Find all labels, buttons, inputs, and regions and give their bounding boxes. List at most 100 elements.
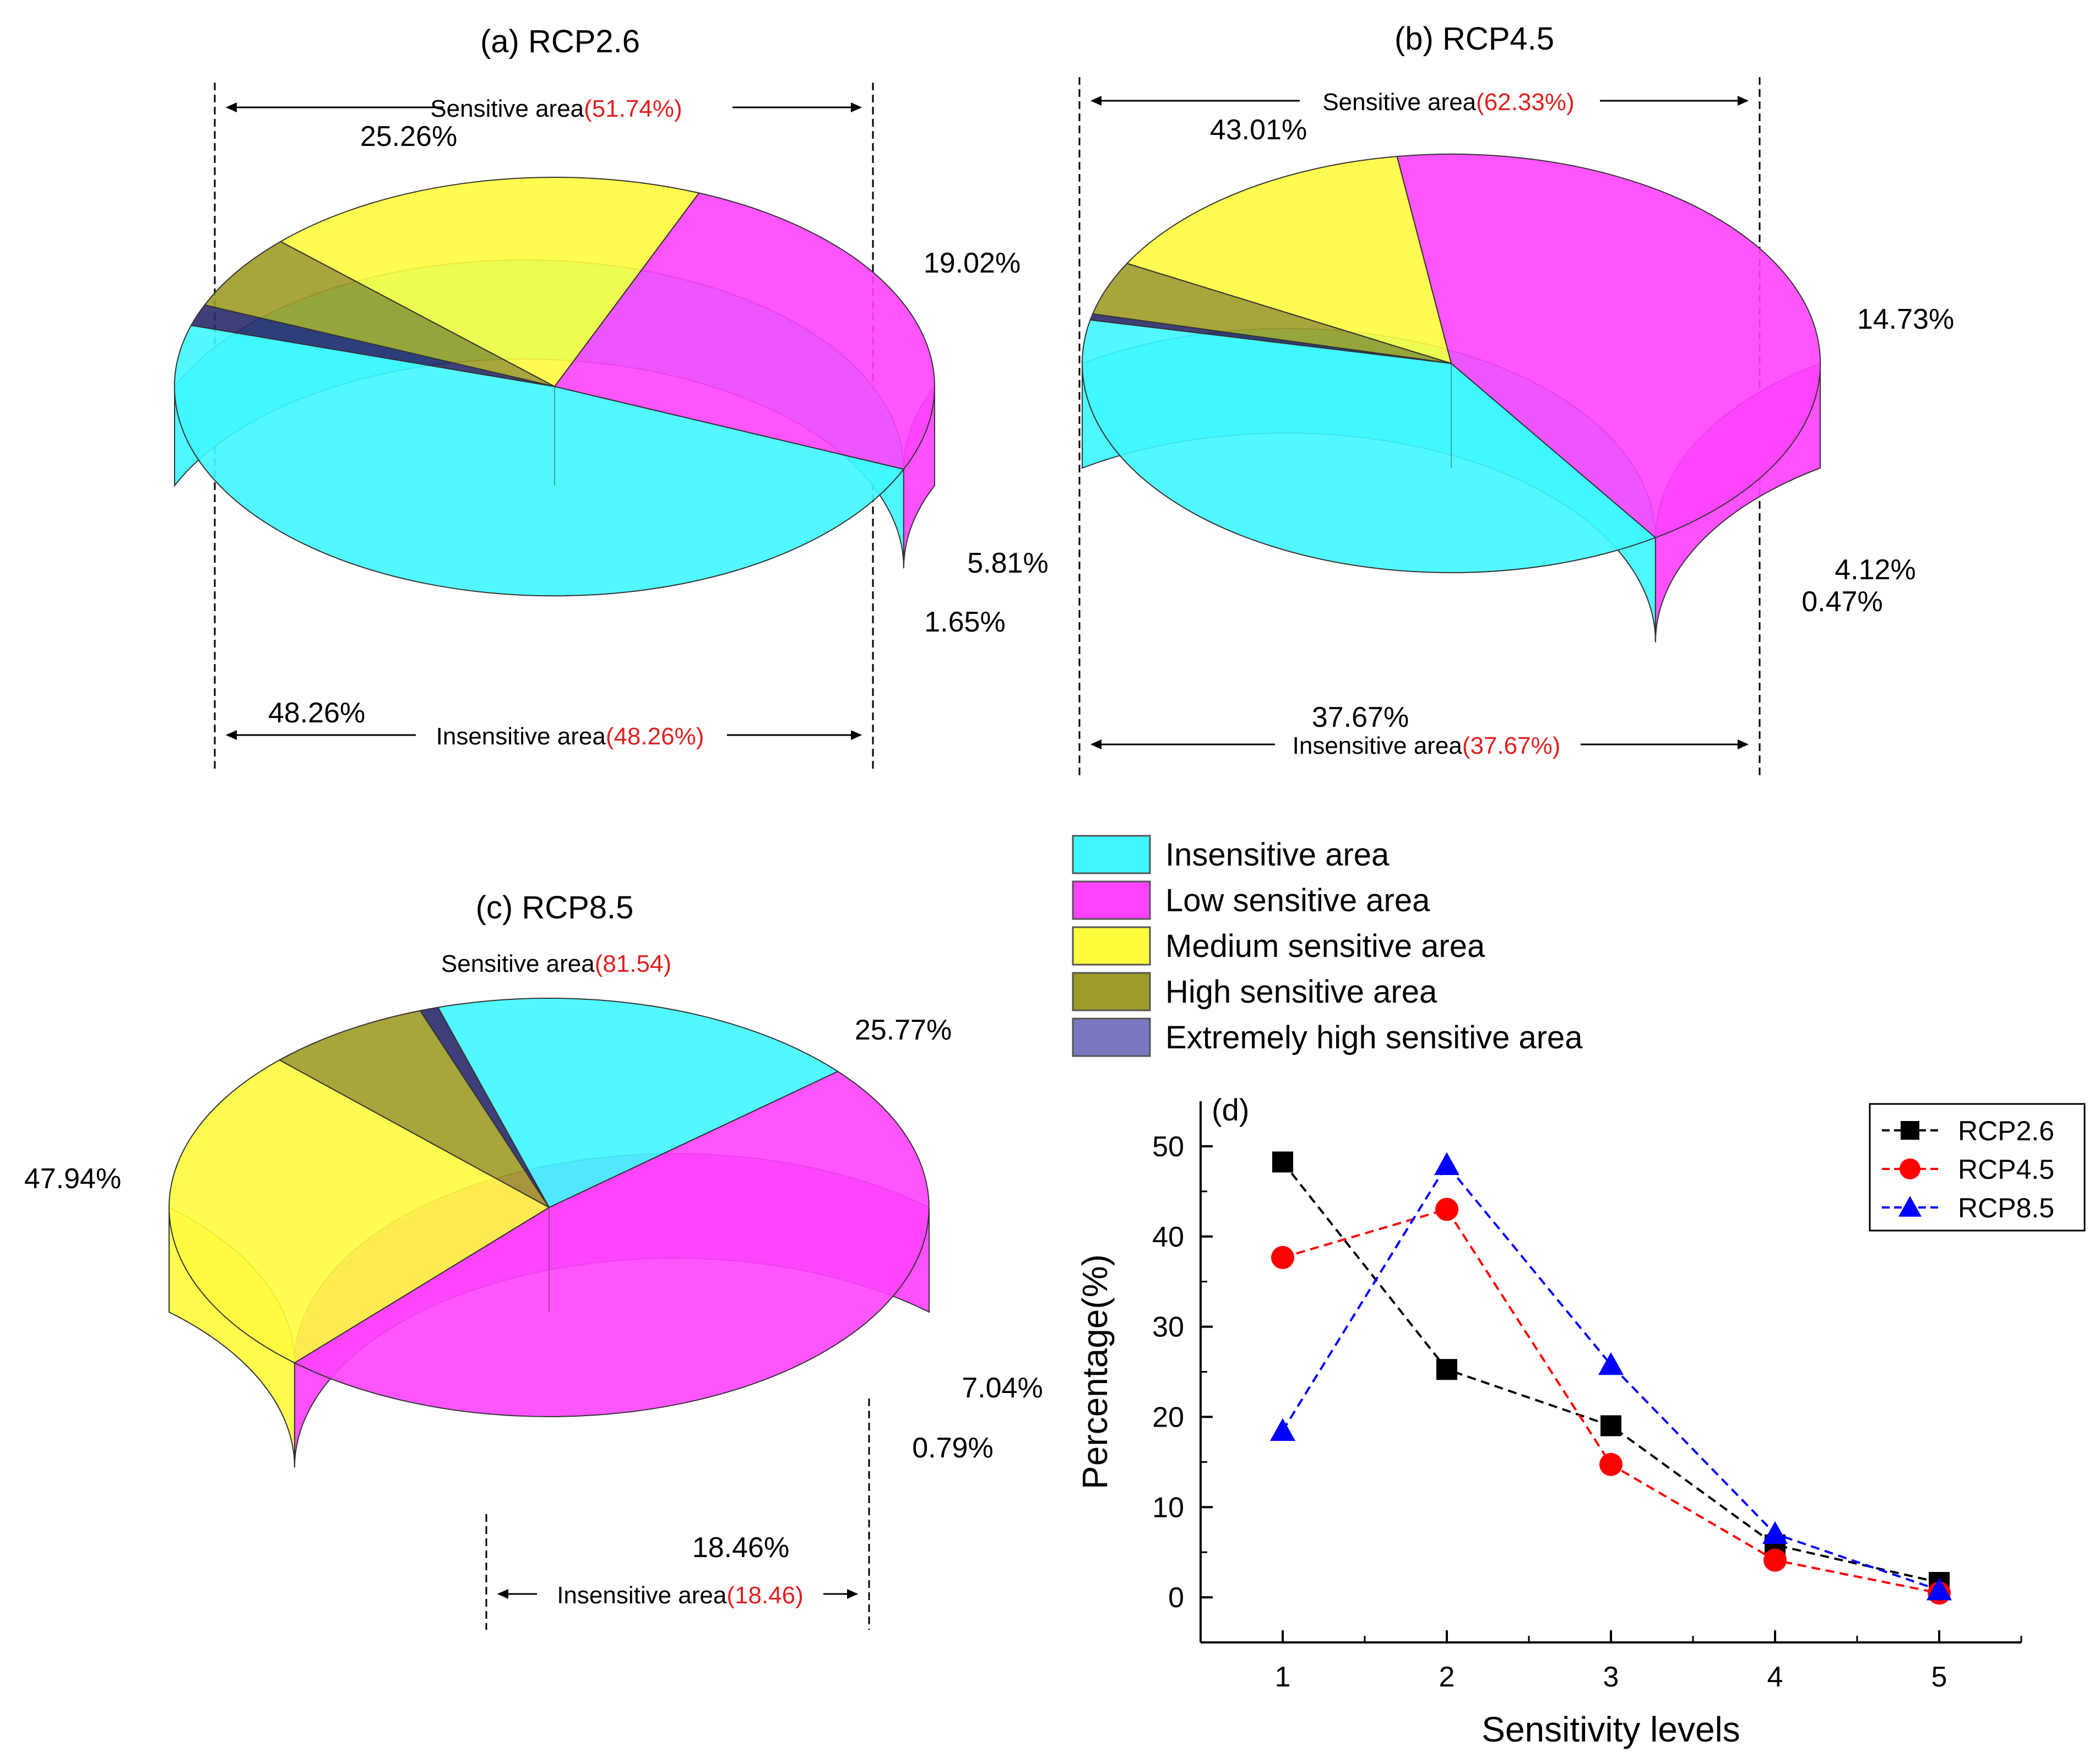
legend-swatch-medium <box>1072 926 1151 966</box>
point-rcp45-4 <box>1763 1548 1787 1572</box>
pie-b-title: (b) RCP4.5 <box>1394 21 1554 57</box>
pie-b-label-insensitive: 37.67% <box>1312 701 1409 733</box>
y-tick-label-30: 30 <box>1152 1312 1184 1343</box>
pie-a-body <box>173 177 935 597</box>
pie-a-insensitive-annotation: Insensitive area(48.26%) <box>436 723 704 750</box>
x-tick-label-5: 5 <box>1931 1661 1947 1693</box>
pie-a-slice-low <box>554 192 935 470</box>
legend-swatch-high <box>1072 972 1151 1011</box>
x-axis-title: Sensitivity levels <box>1482 1710 1740 1749</box>
pie-b-slice-insensitive <box>1082 319 1657 574</box>
point-rcp45-3 <box>1599 1452 1623 1476</box>
pie-b-label-low: 43.01% <box>1210 114 1307 146</box>
pie-a-sensitive-value: (51.74%) <box>584 95 682 122</box>
pie-c-label-high: 7.04% <box>962 1372 1043 1404</box>
point-rcp85-4 <box>1762 1521 1788 1544</box>
pie-c-title: (c) RCP8.5 <box>476 890 634 926</box>
pie-a-insensitive-text: Insensitive area <box>436 723 606 750</box>
y-tick-label-20: 20 <box>1152 1401 1184 1433</box>
pie-c-slice-medium <box>169 1059 550 1364</box>
x-tick-label-2: 2 <box>1439 1661 1455 1693</box>
legend-swatch-low <box>1072 880 1151 920</box>
pie-c-label-extreme: 0.79% <box>912 1432 993 1464</box>
pie-a-insensitive-value: (48.26%) <box>606 723 704 750</box>
pie-c-slice-high <box>278 1010 550 1208</box>
pie-c-slice-insensitive <box>437 998 839 1209</box>
y-axis-title: Percentage(%) <box>1075 1254 1115 1489</box>
legend: Insensitive area Low sensitive area Medium… <box>1072 835 1583 1057</box>
pie-b-slice-low <box>1396 153 1821 538</box>
pie-chart-c: (c) RCP8.5 Sensitive area(81.54) Insensi… <box>24 890 1043 1630</box>
pie-b-label-medium: 14.73% <box>1857 303 1954 335</box>
pie-a-label-medium: 19.02% <box>924 247 1021 279</box>
point-rcp85-2 <box>1434 1152 1459 1176</box>
pie-c-body <box>169 998 930 1468</box>
line-legend-label-rcp26: RCP2.6 <box>1958 1116 2054 1146</box>
pie-a-slice-medium <box>279 177 700 388</box>
pie-b-insensitive-text: Insensitive area <box>1293 732 1463 759</box>
pie-c-insensitive-text: Insensitive area <box>557 1582 727 1609</box>
pie-a-label-high: 5.81% <box>967 547 1048 579</box>
pie-c-label-insensitive: 18.46% <box>692 1532 789 1564</box>
pie-c-insensitive-value: (18.46) <box>726 1582 803 1609</box>
pie-b-label-high: 4.12% <box>1835 554 1915 586</box>
pie-chart-b: (b) RCP4.5 Sensitive area(62.33%) Insens… <box>1078 21 1954 779</box>
pie-b-insensitive-annotation: Insensitive area(37.67%) <box>1293 732 1561 759</box>
point-rcp85-5 <box>1927 1577 1952 1601</box>
pie-b-sensitive-text: Sensitive area <box>1322 89 1476 116</box>
point-rcp45-2 <box>1435 1198 1458 1221</box>
legend-swatch-extreme <box>1072 1017 1151 1057</box>
pie-c-sensitive-annotation: Sensitive area(81.54) <box>441 950 671 977</box>
pie-a-label-low: 25.26% <box>360 121 457 153</box>
legend-label-low: Low sensitive area <box>1165 883 1430 918</box>
pie-b-insensitive-value: (37.67%) <box>1462 732 1561 759</box>
x-tick-label-4: 4 <box>1767 1661 1783 1693</box>
pie-a-slice-extreme <box>190 304 555 387</box>
pie-a-title: (a) RCP2.6 <box>480 24 640 59</box>
legend-label-high: High sensitive area <box>1165 974 1437 1010</box>
series-line-rcp45 <box>1282 1208 1940 1595</box>
pie-b-sensitive-annotation: Sensitive area(62.33%) <box>1322 89 1574 116</box>
pie-c-slice-extreme <box>419 1006 550 1208</box>
pie-a-slice-high <box>203 241 555 387</box>
y-tick-label-40: 40 <box>1152 1221 1184 1253</box>
line-legend-label-rcp45: RCP4.5 <box>1958 1154 2054 1185</box>
point-rcp26-3 <box>1600 1415 1621 1436</box>
pie-c-sensitive-text: Sensitive area <box>441 950 595 977</box>
x-tick-label-1: 1 <box>1275 1661 1291 1693</box>
pie-a-sensitive-text: Sensitive area <box>430 95 584 122</box>
line-legend-label-rcp85: RCP8.5 <box>1958 1193 2054 1223</box>
pie-b-slice-medium <box>1126 156 1452 364</box>
x-tick-label-3: 3 <box>1603 1661 1619 1693</box>
y-tick-label-10: 10 <box>1152 1492 1184 1523</box>
pie-a-sensitive-annotation: Sensitive area(51.74%) <box>430 95 682 122</box>
line-chart-d: 0 10 20 30 40 50 1 2 3 4 5 (d) Sensitivity levels Per… <box>1075 1092 2086 1749</box>
pie-b-body <box>1082 153 1821 643</box>
point-rcp85-3 <box>1598 1352 1624 1375</box>
line-legend-marker-rcp85 <box>1898 1196 1922 1217</box>
legend-label-medium: Medium sensitive area <box>1165 928 1485 964</box>
pie-chart-a: (a) RCP2.6 Sensitive area(51.74%) Insens… <box>173 24 1049 771</box>
pie-b-label-extreme: 0.47% <box>1801 586 1882 618</box>
series-line-rcp85 <box>1282 1163 1940 1591</box>
pie-c-slice-low <box>293 1070 930 1417</box>
pie-a-slice-insensitive <box>173 324 905 597</box>
pie-a-label-insensitive: 48.26% <box>268 697 365 729</box>
legend-label-insensitive: Insensitive area <box>1165 837 1390 873</box>
point-rcp45-1 <box>1271 1245 1294 1269</box>
point-rcp26-1 <box>1272 1151 1293 1173</box>
panel-d-title: (d) <box>1212 1092 1249 1127</box>
pie-c-label-medium: 25.77% <box>855 1014 952 1046</box>
pie-c-insensitive-annotation: Insensitive area(18.46) <box>557 1582 804 1609</box>
y-tick-label-50: 50 <box>1152 1131 1184 1163</box>
pie-a-label-extreme: 1.65% <box>924 606 1005 638</box>
line-legend-marker-rcp26 <box>1901 1121 1919 1140</box>
point-rcp85-1 <box>1270 1418 1295 1441</box>
pie-b-slice-high <box>1092 263 1452 364</box>
pie-c-label-low: 47.94% <box>24 1163 121 1195</box>
pie-b-sensitive-value: (62.33%) <box>1476 89 1575 116</box>
legend-label-extreme: Extremely high sensitive area <box>1165 1020 1583 1055</box>
pie-c-sensitive-value: (81.54) <box>595 950 671 977</box>
y-tick-label-0: 0 <box>1168 1582 1184 1614</box>
